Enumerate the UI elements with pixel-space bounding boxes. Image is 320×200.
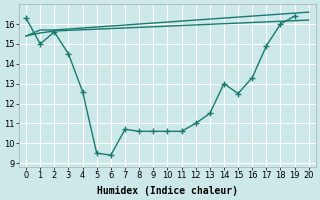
X-axis label: Humidex (Indice chaleur): Humidex (Indice chaleur) xyxy=(97,186,238,196)
